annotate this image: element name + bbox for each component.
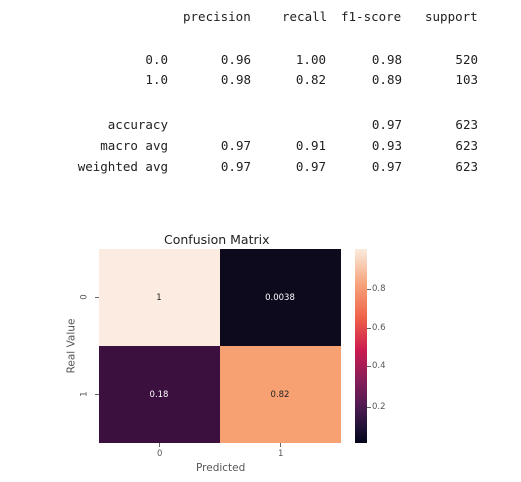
header-f1-score: f1-score: [341, 9, 402, 24]
y-tick-label: 1: [79, 391, 90, 397]
confusion-matrix-figure: Confusion Matrix 1 0.0038 0.18 0.82 0 1 …: [0, 225, 521, 482]
heatmap-cell: [220, 249, 341, 346]
colorbar-tick-label: 0.4: [372, 361, 386, 371]
row-label: 0.0: [145, 52, 168, 67]
cell-f1: 0.93: [371, 138, 402, 153]
cell-precision: 0.97: [220, 159, 251, 174]
x-tick-mark: [280, 443, 281, 447]
row-label: macro avg: [100, 138, 168, 153]
cell-recall: 0.82: [295, 72, 326, 87]
colorbar-tick-mark: [367, 366, 371, 367]
cell-support: 103: [455, 72, 478, 87]
row-label: weighted avg: [77, 159, 168, 174]
cell-annotation: 0.18: [149, 390, 169, 400]
cell-f1: 0.97: [371, 117, 402, 132]
cell-annotation: 1: [156, 293, 162, 303]
colorbar: [355, 249, 367, 443]
classification-report: precision recall f1-score support 0.0 0.…: [0, 0, 521, 200]
cell-recall: 0.91: [295, 138, 326, 153]
colorbar-tick-label: 0.6: [372, 323, 386, 333]
colorbar-tick-mark: [367, 289, 371, 290]
cell-support: 623: [455, 138, 478, 153]
cell-annotation: 0.0038: [265, 293, 295, 303]
heatmap-cell: [220, 346, 341, 443]
cell-support: 520: [455, 52, 478, 67]
y-tick-mark: [95, 394, 99, 395]
cell-f1: 0.98: [371, 52, 402, 67]
cell-f1: 0.97: [371, 159, 402, 174]
x-tick-label: 0: [157, 449, 163, 459]
colorbar-tick-label: 0.2: [372, 402, 386, 412]
y-axis-label: Real Value: [65, 318, 78, 374]
cell-precision: 0.98: [220, 72, 251, 87]
x-axis-label: Predicted: [196, 462, 246, 474]
header-precision: precision: [183, 9, 251, 24]
colorbar-tick-mark: [367, 407, 371, 408]
y-tick-mark: [95, 297, 99, 298]
row-label: accuracy: [107, 117, 168, 132]
cell-support: 623: [455, 117, 478, 132]
cell-recall: 1.00: [295, 52, 326, 67]
cell-recall: 0.97: [295, 159, 326, 174]
header-recall: recall: [282, 9, 328, 24]
heatmap-cell: [99, 249, 220, 346]
cell-f1: 0.89: [371, 72, 402, 87]
cell-precision: 0.97: [220, 138, 251, 153]
y-tick-label: 0: [79, 294, 90, 300]
cell-annotation: 0.82: [270, 390, 290, 400]
heatmap-cell: [99, 346, 220, 443]
x-tick-label: 1: [278, 449, 284, 459]
x-tick-mark: [159, 443, 160, 447]
row-label: 1.0: [145, 72, 168, 87]
chart-title: Confusion Matrix: [164, 232, 270, 247]
cell-support: 623: [455, 159, 478, 174]
colorbar-tick-label: 0.8: [372, 284, 386, 294]
cell-precision: 0.96: [220, 52, 251, 67]
header-support: support: [425, 9, 478, 24]
colorbar-tick-mark: [367, 328, 371, 329]
